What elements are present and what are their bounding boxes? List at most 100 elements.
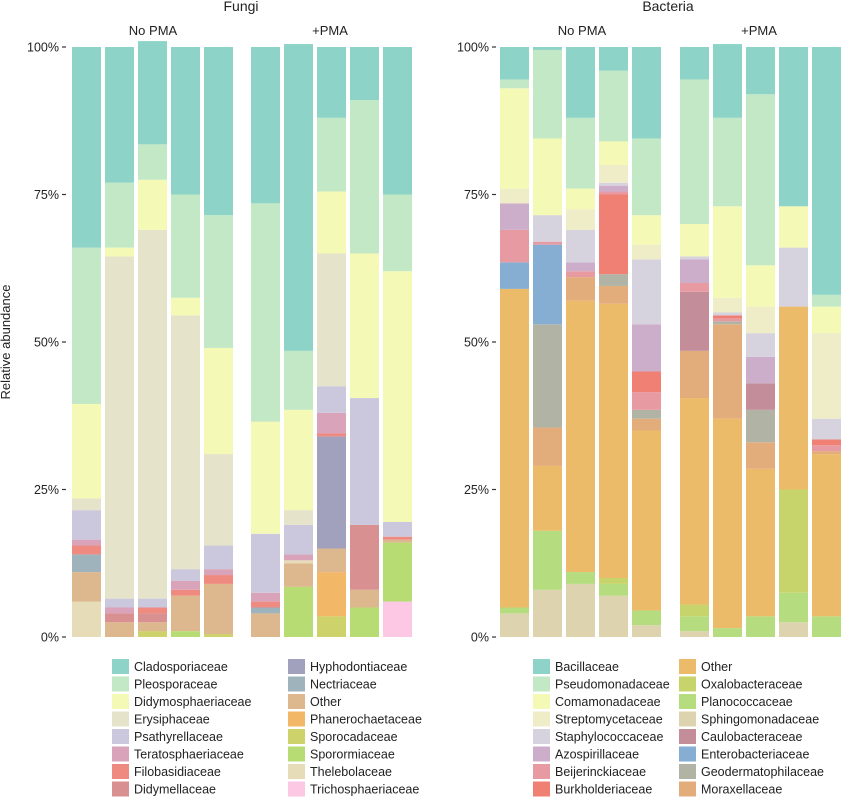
bar-segment-other (284, 563, 313, 587)
legend-swatch (533, 711, 550, 727)
legend-item: Enterobacteriaceae (679, 746, 809, 762)
legend-label: Cladosporiaceae (134, 660, 228, 674)
bar-segment-pseudomonadaceae (746, 94, 775, 266)
bar-segment-teratosphaeriaceae (317, 412, 346, 434)
legend-item: Trichosphaeriaceae (288, 781, 419, 797)
bar-segment-geodermatophilaceae (632, 409, 661, 419)
bar-segment-oxalobacteraceae (680, 604, 709, 617)
legend-swatch (112, 764, 129, 779)
legend-label: Psathyrellaceae (134, 730, 223, 744)
bar-segment-pseudomonadaceae (533, 49, 562, 139)
bar-segment-comamonadaceae (566, 188, 595, 210)
bacteria-bar-4 (599, 47, 628, 637)
legend-label: Streptomycetaceae (555, 713, 663, 727)
bar-segment-didymosphaeriaceae (105, 247, 134, 257)
bar-segment-erysiphaceae (72, 498, 101, 511)
bar-segment-didymosphaeriaceae (383, 271, 412, 522)
bar-segment-didymosphaeriaceae (171, 297, 200, 316)
fungi-y-tick-label: 25% (34, 483, 59, 497)
bacteria-y-tick-label: 50% (464, 336, 489, 350)
legend-label: Sporocadaceae (310, 730, 398, 744)
legend-item: Sporormiaceae (288, 746, 395, 762)
bar-segment-beijerinckiaceae (500, 229, 529, 263)
legend-label: Nectriaceae (310, 678, 377, 692)
legend-label: Didymosphaeriaceae (134, 695, 251, 709)
bar-segment-beijerinckiaceae (713, 318, 742, 322)
bacteria-bar-3 (566, 47, 595, 637)
legend-label: Filobasidiaceae (134, 765, 221, 779)
bar-segment-burkholderiaceae (812, 439, 841, 446)
legend-label: Azospirillaceae (555, 748, 639, 762)
legend-item: Other (679, 659, 732, 674)
bar-segment-staphylococcaceae (533, 215, 562, 242)
bar-segment-moraxellaceae (566, 277, 595, 301)
legend-label: Staphylococcaceae (555, 730, 663, 744)
bar-segment-moraxellaceae (533, 427, 562, 466)
legend-label: Sporormiaceae (310, 748, 395, 762)
bar-segment-psathyrellaceae (383, 521, 412, 537)
bar-segment-sphingomonadaceae (599, 595, 628, 637)
legend-swatch (679, 676, 696, 692)
fungi-bar-6 (251, 47, 280, 637)
fungi-y-tick-label: 100% (27, 41, 59, 55)
bar-segment-planococcaceae (533, 530, 562, 590)
bar-segment-comamonadaceae (599, 141, 628, 165)
bar-segment-enterobacteriaceae (500, 262, 529, 289)
bar-segment-psathyrellaceae (72, 510, 101, 540)
bar-segment-didymosphaeriaceae (204, 347, 233, 455)
bar-segment-comamonadaceae (533, 138, 562, 216)
bar-segment-planococcaceae (680, 616, 709, 632)
bar-segment-pseudomonadaceae (566, 117, 595, 189)
bar-segment-streptomycetaceae (500, 188, 529, 204)
bar-segment-planococcaceae (746, 616, 775, 637)
bar-segment-sphingomonadaceae (533, 589, 562, 637)
bar-segment-psathyrellaceae (317, 386, 346, 413)
bar-segment-other (500, 288, 529, 608)
bar-segment-bacillaceae (812, 47, 841, 295)
bar-segment-staphylococcaceae (680, 256, 709, 260)
legend-item: Burkholderiaceae (533, 781, 652, 797)
bar-segment-oxalobacteraceae (599, 578, 628, 584)
legend-label: Other (701, 660, 732, 674)
bar-segment-other (105, 622, 134, 637)
bar-segment-other (632, 430, 661, 611)
legend-item: Nectriaceae (288, 676, 377, 692)
bar-segment-planococcaceae (500, 607, 529, 614)
bar-segment-sporocadaceae (138, 631, 167, 637)
bar-segment-moraxellaceae (746, 442, 775, 469)
legend-label: Sphingomonadaceae (701, 713, 819, 727)
legend-swatch (112, 659, 129, 674)
legend-label: Geodermatophilaceae (701, 765, 824, 779)
fungi-bar-4 (171, 47, 200, 637)
bar-segment-other (251, 613, 280, 637)
bar-segment-erysiphaceae (105, 256, 134, 599)
bar-segment-other (171, 595, 200, 632)
fungi-bar-2 (105, 47, 134, 637)
bar-segment-cladosporiaceae (138, 41, 167, 145)
bar-segment-other (533, 465, 562, 531)
bacteria-y-tick-label: 75% (464, 188, 489, 202)
bar-segment-nectriaceae (72, 554, 101, 573)
y-axis-title: Relative abundance (0, 285, 13, 400)
bar-segment-erysiphaceae (138, 229, 167, 599)
legend-label: Pleosporaceae (134, 678, 217, 692)
bar-segment-didymosphaeriaceae (317, 191, 346, 254)
legend-item: Cladosporiaceae (112, 659, 228, 674)
bar-segment-pleosporaceae (383, 194, 412, 272)
bar-segment-beijerinckiaceae (680, 283, 709, 292)
bar-segment-teratosphaeriaceae (105, 607, 134, 614)
bar-segment-streptomycetaceae (812, 333, 841, 419)
bar-segment-pleosporaceae (72, 247, 101, 404)
legend-label: Pseudomonadaceae (555, 678, 670, 692)
bacteria-group-label: +PMA (741, 23, 777, 38)
bar-segment-burkholderiaceae (713, 315, 742, 319)
bar-segment-moraxellaceae (713, 324, 742, 419)
bar-segment-pleosporaceae (317, 117, 346, 192)
bar-segment-moraxellaceae (599, 285, 628, 304)
bar-segment-beijerinckiaceae (812, 445, 841, 452)
bar-segment-bacillaceae (566, 47, 595, 118)
legend-item: Didymellaceae (112, 781, 216, 797)
bacteria-bar-9 (779, 47, 808, 637)
bar-segment-azospirillaceae (500, 203, 529, 230)
fungi-bar-8 (317, 47, 346, 637)
